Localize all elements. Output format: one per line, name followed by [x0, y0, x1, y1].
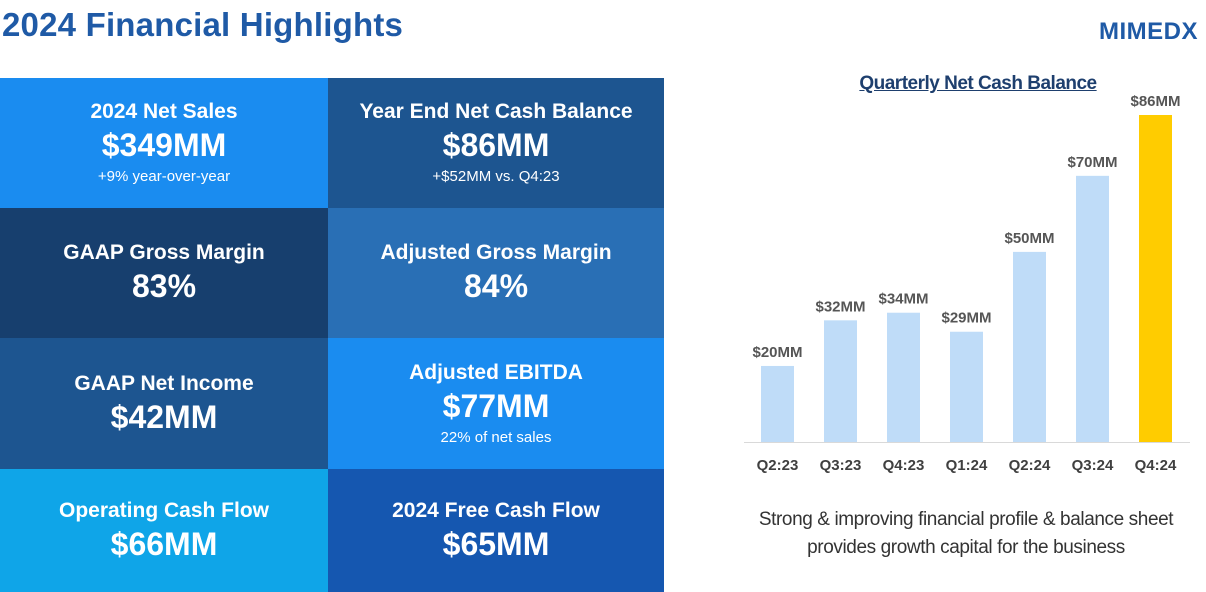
tile-label: GAAP Gross Margin	[63, 241, 265, 264]
bar-q2-24	[1013, 251, 1046, 442]
chart-caption: Strong & improving financial profile & b…	[712, 506, 1206, 562]
tile-value: $86MM	[442, 127, 550, 163]
x-tick-label: Q4:24	[1135, 457, 1177, 474]
bar-data-label: $29MM	[941, 310, 991, 327]
tile-adjusted-gross-margin: Adjusted Gross Margin 84%	[328, 208, 664, 338]
bar-data-label: $86MM	[1130, 93, 1180, 110]
tile-label: Adjusted EBITDA	[409, 360, 583, 384]
tile-subtext: +9% year-over-year	[97, 168, 231, 185]
tile-operating-cash-flow: Operating Cash Flow $66MM	[0, 469, 328, 592]
tile-subtext: 22% of net sales	[440, 428, 552, 446]
tile-label: 2024 Net Sales	[90, 100, 238, 123]
tile-adjusted-ebitda: Adjusted EBITDA $77MM 22% of net sales	[328, 338, 664, 469]
x-tick-label: Q1:24	[946, 457, 988, 474]
x-tick-label: Q3:23	[820, 457, 862, 474]
x-tick-label: Q4:23	[883, 457, 925, 474]
page-title: 2024 Financial Highlights	[2, 6, 404, 43]
tile-free-cash-flow: 2024 Free Cash Flow $65MM	[328, 469, 664, 592]
tile-value: 83%	[131, 268, 197, 304]
tile-value: 84%	[463, 268, 529, 304]
bar-q4-24	[1139, 115, 1172, 442]
tile-net-cash-balance: Year End Net Cash Balance $86MM +$52MM v…	[328, 78, 664, 208]
bar-q3-24	[1076, 175, 1109, 442]
tile-label: Year End Net Cash Balance	[359, 100, 633, 123]
net-cash-bar-chart: $20MM Q2:23 $32MM Q3:23 $34MM Q4:23 $29MM Q1:24…	[744, 93, 1190, 474]
tile-value: $66MM	[110, 525, 218, 562]
caption-line-2: provides growth capital for the business	[807, 537, 1125, 558]
tile-label: 2024 Free Cash Flow	[392, 498, 600, 522]
x-tick-label: Q3:24	[1072, 457, 1114, 474]
tile-label: Operating Cash Flow	[58, 498, 270, 522]
tile-gaap-gross-margin: GAAP Gross Margin 83%	[0, 208, 328, 338]
bar-data-label: $20MM	[752, 344, 802, 361]
caption-line-1: Strong & improving financial profile & b…	[758, 509, 1174, 530]
bar-q1-24	[950, 331, 983, 442]
chart-title: Quarterly Net Cash Balance	[859, 73, 1097, 94]
tile-label: GAAP Net Income	[74, 371, 254, 395]
bar-q4-23	[887, 312, 920, 442]
highlights-grid: 2024 Net Sales $349MM +9% year-over-year…	[0, 78, 664, 592]
tile-value: $65MM	[442, 525, 550, 562]
bar-data-label: $50MM	[1004, 230, 1054, 247]
bar-data-label: $70MM	[1067, 154, 1117, 171]
bar-data-label: $32MM	[815, 298, 865, 315]
company-logo: MIMEDX	[1099, 18, 1198, 45]
bar-q3-23	[824, 320, 857, 442]
tile-net-sales: 2024 Net Sales $349MM +9% year-over-year	[0, 78, 328, 208]
bar-q2-23	[761, 365, 794, 442]
tile-value: $349MM	[101, 127, 227, 163]
tile-gaap-net-income: GAAP Net Income $42MM	[0, 338, 328, 469]
tile-label: Adjusted Gross Margin	[380, 241, 612, 264]
x-tick-label: Q2:24	[1009, 457, 1051, 474]
tile-subtext: +$52MM vs. Q4:23	[432, 168, 560, 185]
bar-data-label: $34MM	[878, 291, 928, 308]
tile-value: $77MM	[442, 387, 550, 424]
tile-value: $42MM	[110, 398, 218, 435]
x-tick-label: Q2:23	[757, 457, 799, 474]
